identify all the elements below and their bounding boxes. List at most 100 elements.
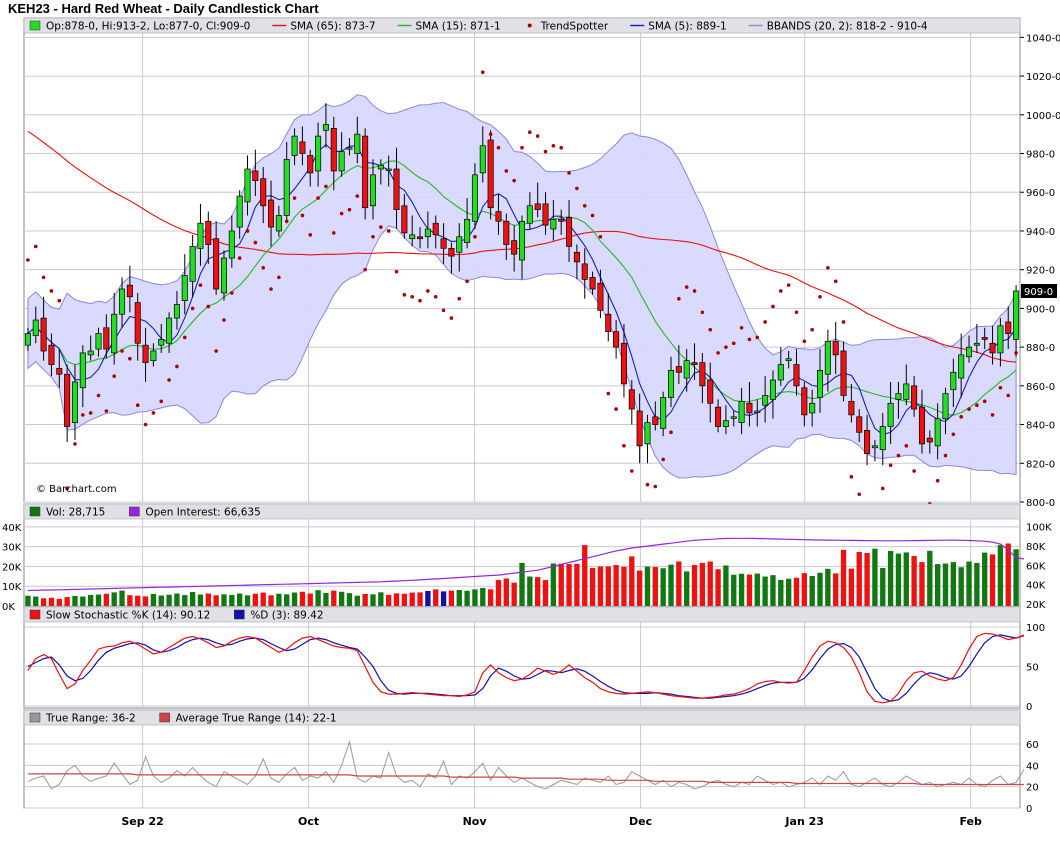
candle-body [605,313,612,332]
volume-bar [903,552,909,606]
candle-body [79,352,86,389]
trendspotter-dot [528,130,532,135]
trendspotter-dot [708,327,713,332]
trendspotter-dot [614,407,618,411]
x-tick-label: Nov [463,815,488,828]
volume-bar [644,566,651,606]
x-tick-label: Jan 23 [784,815,823,828]
stoch-d-line [27,634,1025,702]
trendspotter-dot [826,265,830,270]
volume-bar [237,593,243,606]
volume-bar [487,589,494,606]
x-tick-label: Dec [629,815,652,828]
trendspotter-dot [692,289,697,293]
volume-bar [762,576,768,606]
price-legend [23,17,1021,34]
candle-body [581,263,588,280]
trendspotter-dot [661,457,665,462]
legend-swatch [527,23,532,28]
volume-bar [691,565,698,606]
candle-body [722,420,729,427]
candle-body [715,406,722,427]
candle-body [166,317,173,344]
legend-label: Open Interest: 66,635 [145,507,260,519]
volume-bar [942,563,949,606]
candle-body [338,151,345,172]
volume-bar [150,593,157,606]
candle-body [119,288,126,315]
volume-bar [158,595,164,606]
trendspotter-dot [880,486,885,491]
volume-bar [825,568,831,606]
candle-body [644,422,651,445]
trendspotter-dot [629,469,634,473]
y-tick-label: 60K [1026,561,1046,572]
volume-bar [880,568,886,606]
candle-body [699,362,706,387]
volume-bar [174,593,180,606]
y-tick-label: 40K [2,523,22,534]
volume-bar [166,594,172,606]
candle-body [1013,290,1020,340]
y-tick-label: 60 [1026,740,1039,751]
y-tick-label: 800-0 [1026,498,1055,509]
candle-body [518,220,526,261]
candle-body [299,141,306,154]
candle-body [393,168,400,211]
volume-bar [425,590,431,606]
legend-swatch [159,712,170,723]
candle-body [315,135,322,172]
volume-bar [40,598,47,606]
trendspotter-dot [159,399,164,404]
candle-body [487,139,494,209]
candle-body [275,215,282,232]
candle-body [417,236,424,240]
candle-body [550,218,557,230]
y-tick-label: 80K [1026,542,1046,553]
volume-bar [409,592,415,606]
candle-body [495,211,502,222]
volume-bar [715,569,721,606]
y-tick-label: 20 [1026,783,1039,794]
trendspotter-dot [747,337,752,342]
trendspotter-dot [347,207,352,212]
atr-line [27,773,1024,786]
candle-body [801,387,808,416]
y-tick-label: 50 [1026,663,1039,674]
y-tick-label: 900-0 [1026,304,1055,315]
volume-bar [511,582,517,606]
trendspotter-dot [779,289,783,293]
candle-body [879,426,886,451]
trendspotter-dot [496,145,501,150]
trendspotter-dot [120,349,124,353]
volume-bar [652,567,658,606]
candle-body [824,340,831,375]
volume-bar [785,578,792,606]
volume-bar [950,562,957,606]
volume-bar [613,565,619,606]
trendspotter-dot [324,184,328,189]
candle-body [738,400,745,423]
trendspotter-dot [802,339,807,344]
candle-body [856,416,863,433]
volume-bar [723,565,729,606]
trendspotter-dot [967,407,971,411]
volume-bar [291,592,298,606]
volume-bar [64,597,70,606]
volume-bar [958,567,964,606]
volume-bar [260,592,266,606]
candle-body [918,406,925,445]
volume-bar [495,579,502,606]
candle-body [848,400,855,416]
legend-swatch [129,506,140,517]
trendspotter-dot [677,296,681,301]
y-tick-label: 30K [2,543,22,554]
volume-bar [315,590,321,606]
volume-bar [660,568,666,606]
trendspotter-dot [724,345,728,349]
watermark: © Barchart.com [36,484,117,495]
trendspotter-dot [230,291,234,295]
trendspotter-dot [386,229,391,233]
volume-bar [629,556,635,606]
trendspotter-dot [504,169,509,173]
